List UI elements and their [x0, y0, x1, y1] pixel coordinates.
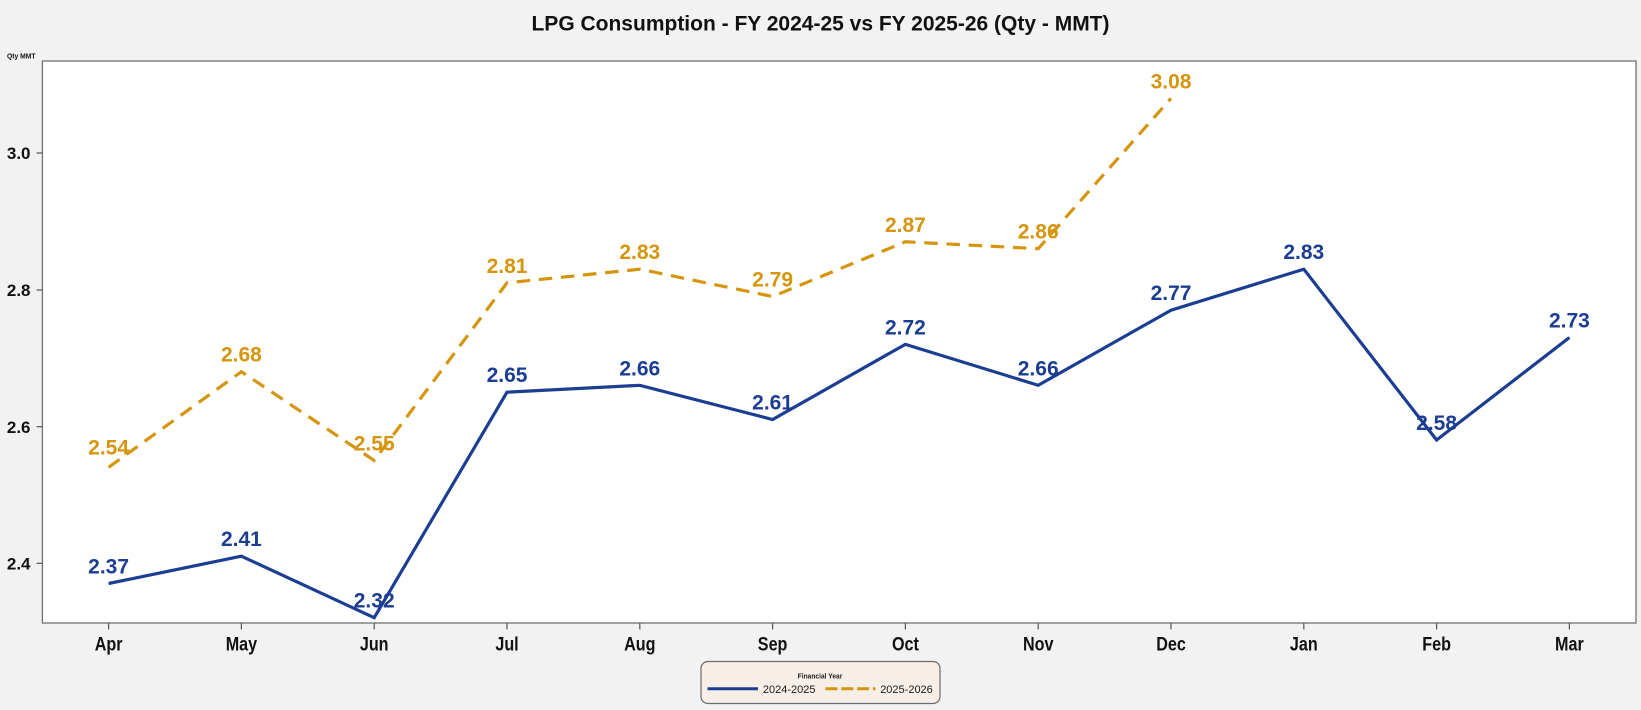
svg-text:3.08: 3.08 — [1151, 70, 1192, 93]
svg-text:Jan: Jan — [1290, 633, 1318, 655]
svg-text:Feb: Feb — [1422, 633, 1451, 655]
svg-text:Qty MMT: Qty MMT — [7, 52, 36, 60]
svg-text:2.61: 2.61 — [752, 392, 793, 415]
svg-text:Apr: Apr — [95, 633, 123, 655]
svg-text:Oct: Oct — [892, 633, 919, 655]
svg-text:2024-2025: 2024-2025 — [763, 684, 816, 696]
svg-text:2.65: 2.65 — [487, 364, 528, 387]
svg-text:Aug: Aug — [624, 633, 655, 655]
svg-text:2.81: 2.81 — [487, 255, 528, 278]
svg-text:2025-2026: 2025-2026 — [880, 684, 933, 696]
svg-text:LPG Consumption - FY 2024-25 v: LPG Consumption - FY 2024-25 vs FY 2025-… — [531, 12, 1109, 35]
svg-text:2.37: 2.37 — [88, 556, 129, 579]
svg-text:2.73: 2.73 — [1549, 310, 1590, 333]
svg-text:2.83: 2.83 — [1283, 241, 1324, 264]
svg-text:2.77: 2.77 — [1151, 282, 1192, 305]
svg-text:2.72: 2.72 — [885, 316, 926, 339]
svg-text:Dec: Dec — [1156, 633, 1186, 655]
svg-text:2.87: 2.87 — [885, 214, 926, 237]
svg-text:2.54: 2.54 — [88, 437, 129, 460]
svg-text:2.32: 2.32 — [354, 590, 395, 613]
svg-text:Jul: Jul — [495, 633, 518, 655]
svg-text:2.66: 2.66 — [1018, 357, 1059, 380]
svg-text:3.0: 3.0 — [7, 144, 31, 163]
svg-text:2.79: 2.79 — [752, 269, 793, 292]
svg-text:Mar: Mar — [1555, 633, 1584, 655]
svg-text:2.4: 2.4 — [7, 555, 31, 574]
svg-text:2.66: 2.66 — [619, 357, 660, 380]
svg-text:2.6: 2.6 — [7, 418, 31, 437]
svg-text:2.55: 2.55 — [354, 433, 395, 456]
svg-text:Jun: Jun — [360, 633, 389, 655]
svg-text:2.58: 2.58 — [1416, 412, 1457, 435]
svg-text:Nov: Nov — [1023, 633, 1054, 655]
svg-text:2.41: 2.41 — [221, 528, 262, 551]
svg-text:May: May — [226, 633, 258, 655]
svg-text:Sep: Sep — [758, 633, 788, 655]
svg-text:2.8: 2.8 — [7, 281, 31, 300]
svg-text:2.86: 2.86 — [1018, 221, 1059, 244]
svg-text:2.83: 2.83 — [619, 241, 660, 264]
svg-text:Financial Year: Financial Year — [798, 672, 843, 680]
svg-text:2.68: 2.68 — [221, 344, 262, 367]
